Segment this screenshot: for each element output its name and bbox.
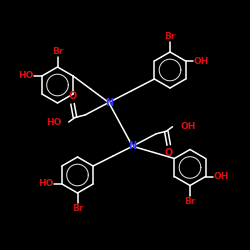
Text: N: N bbox=[128, 141, 136, 151]
Text: Br: Br bbox=[164, 32, 176, 41]
Text: Br: Br bbox=[52, 47, 63, 56]
Text: Br: Br bbox=[72, 204, 83, 213]
Text: Br: Br bbox=[184, 197, 196, 206]
Text: OH: OH bbox=[214, 172, 229, 181]
Text: HO: HO bbox=[46, 118, 61, 127]
Text: OH: OH bbox=[194, 56, 209, 66]
Text: N: N bbox=[105, 98, 113, 108]
Text: O: O bbox=[68, 91, 76, 101]
Text: HO: HO bbox=[18, 72, 34, 80]
Text: O: O bbox=[164, 148, 173, 158]
Text: OH: OH bbox=[180, 122, 196, 131]
Text: HO: HO bbox=[38, 180, 54, 188]
